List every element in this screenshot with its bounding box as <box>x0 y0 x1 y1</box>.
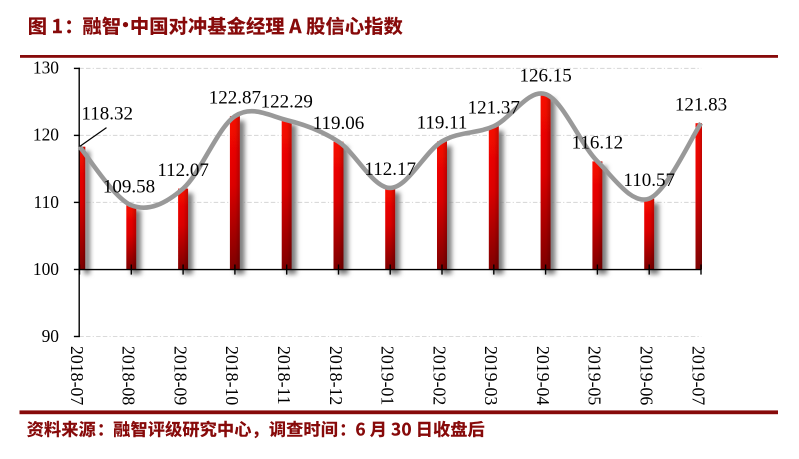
svg-text:118.32: 118.32 <box>81 104 133 125</box>
svg-text:2018-11: 2018-11 <box>274 346 294 405</box>
svg-text:2018-07: 2018-07 <box>67 346 87 405</box>
svg-text:2019-03: 2019-03 <box>481 346 501 405</box>
svg-text:119.06: 119.06 <box>313 113 365 134</box>
svg-text:2018-09: 2018-09 <box>170 346 190 405</box>
svg-text:2019-02: 2019-02 <box>429 346 449 405</box>
svg-text:120: 120 <box>33 125 59 145</box>
svg-text:90: 90 <box>42 326 60 346</box>
svg-text:100: 100 <box>33 259 59 279</box>
svg-text:2019-04: 2019-04 <box>533 346 553 405</box>
svg-text:121.83: 121.83 <box>675 94 727 115</box>
svg-text:116.12: 116.12 <box>572 133 624 154</box>
svg-text:2018-08: 2018-08 <box>119 346 139 405</box>
svg-text:110: 110 <box>34 192 60 212</box>
svg-text:2019-07: 2019-07 <box>688 346 708 405</box>
svg-text:2018-12: 2018-12 <box>326 346 346 405</box>
svg-text:122.29: 122.29 <box>261 91 313 112</box>
svg-text:2019-01: 2019-01 <box>378 346 398 405</box>
svg-text:126.15: 126.15 <box>519 65 571 86</box>
svg-text:2019-06: 2019-06 <box>637 346 657 405</box>
svg-text:112.07: 112.07 <box>157 160 209 181</box>
svg-text:110.57: 110.57 <box>623 170 675 191</box>
svg-text:2019-05: 2019-05 <box>585 346 605 405</box>
svg-text:112.17: 112.17 <box>364 159 416 180</box>
svg-text:109.58: 109.58 <box>103 177 155 198</box>
svg-text:2018-10: 2018-10 <box>222 346 242 405</box>
svg-text:130: 130 <box>33 58 59 78</box>
svg-text:121.37: 121.37 <box>468 97 520 118</box>
svg-text:122.87: 122.87 <box>209 87 261 108</box>
svg-text:119.11: 119.11 <box>417 113 468 134</box>
